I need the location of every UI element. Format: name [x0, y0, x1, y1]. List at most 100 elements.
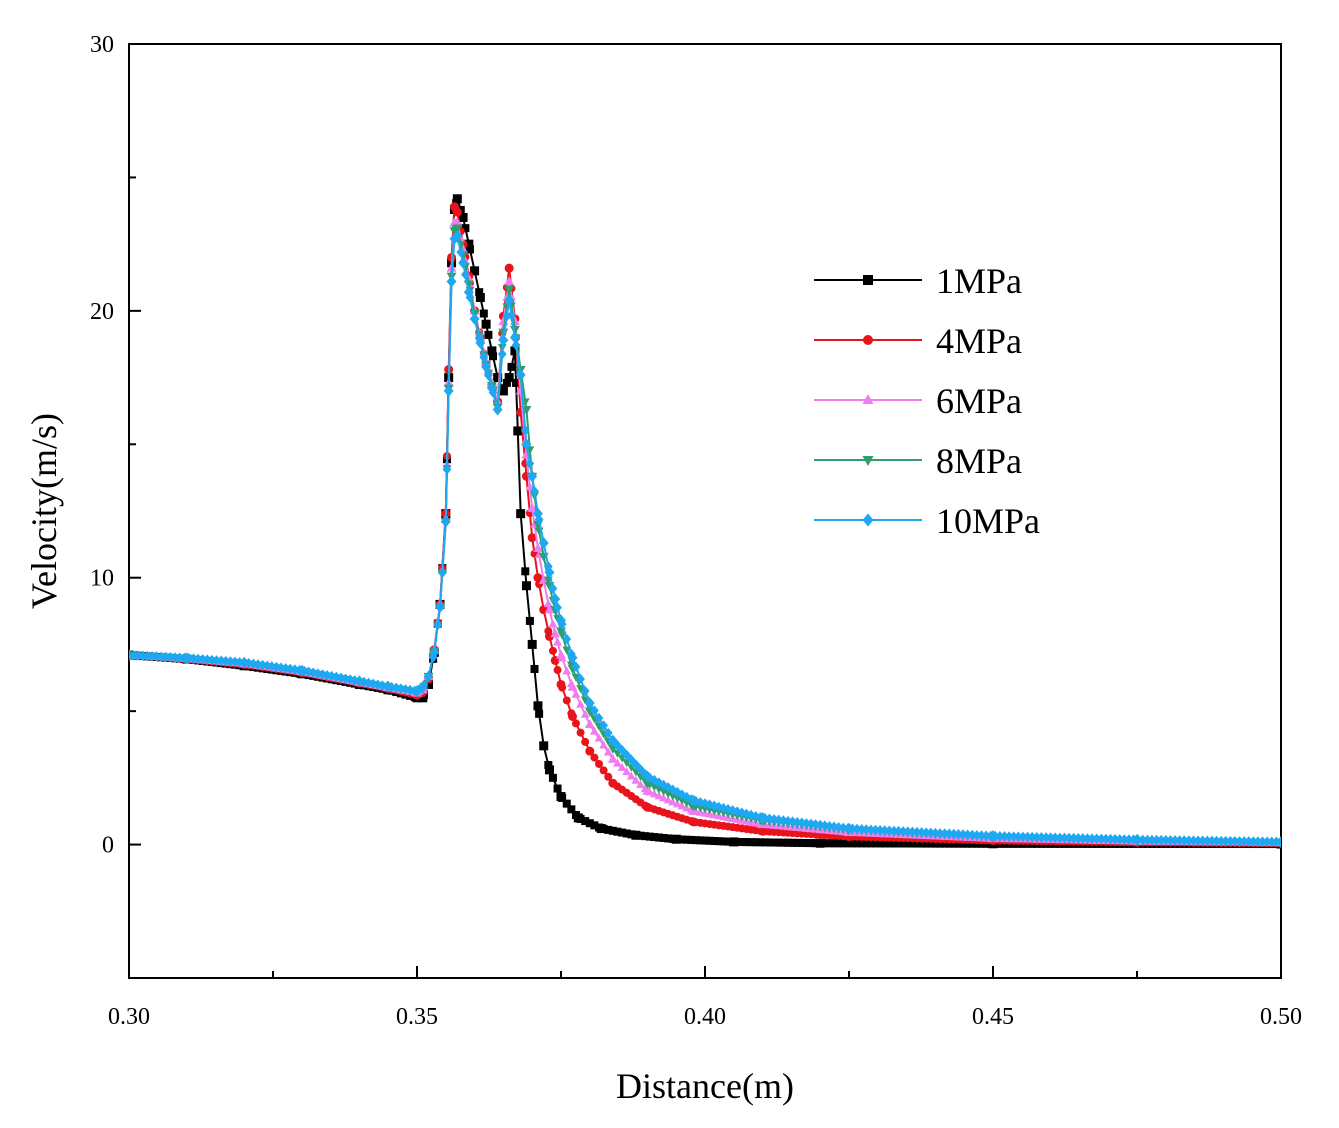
curve-marker-4MPa: [558, 683, 567, 692]
curve-marker-8MPa: [649, 783, 659, 792]
curve-marker-10MPa: [534, 514, 544, 525]
curve-marker-10MPa: [1073, 833, 1083, 844]
curve-marker-8MPa: [566, 661, 576, 670]
curve-marker-1MPa: [581, 817, 590, 826]
curve-marker-10MPa: [580, 685, 590, 697]
curve-marker-10MPa: [539, 537, 549, 549]
curve-marker-10MPa: [1239, 836, 1249, 847]
x-tick-label: 0.35: [396, 1004, 438, 1030]
curve-marker-1MPa: [806, 839, 815, 848]
curve-marker-1MPa: [664, 834, 673, 843]
curve-marker-10MPa: [944, 828, 954, 839]
curve-marker-10MPa: [479, 352, 489, 363]
curve-marker-10MPa: [516, 369, 526, 381]
curve-marker-1MPa: [922, 839, 931, 848]
curve-marker-10MPa: [912, 826, 922, 838]
curve-marker-1MPa: [816, 839, 825, 848]
curve-marker-1MPa: [862, 839, 871, 848]
curve-marker-10MPa: [391, 682, 401, 694]
series-line-8MPa: [129, 226, 1281, 844]
curve-marker-6MPa: [636, 779, 645, 788]
curve-marker-1MPa: [613, 827, 622, 836]
curve-marker-1MPa: [650, 833, 659, 842]
curve-marker-1MPa: [917, 839, 926, 848]
curve-marker-1MPa: [604, 825, 613, 834]
curve-marker-10MPa: [175, 652, 185, 663]
curve-marker-1MPa: [714, 837, 723, 846]
curve-marker-1MPa: [498, 384, 507, 393]
y-tick-label: 20: [90, 299, 114, 325]
curve-marker-10MPa: [1078, 833, 1088, 844]
curve-marker-10MPa: [714, 801, 724, 813]
curve-marker-10MPa: [1013, 831, 1023, 842]
curve-marker-10MPa: [935, 828, 945, 839]
curve-marker-8MPa: [663, 790, 673, 799]
curve-marker-1MPa: [756, 838, 765, 847]
curve-marker-1MPa: [512, 378, 521, 387]
curve-marker-1MPa: [793, 838, 802, 847]
curve-marker-10MPa: [871, 824, 880, 836]
curve-marker-10MPa: [507, 309, 516, 321]
curve-marker-4MPa: [599, 766, 608, 775]
curve-marker-1MPa: [825, 839, 834, 848]
curve-marker-10MPa: [262, 660, 272, 671]
curve-marker-1MPa: [516, 509, 525, 518]
curve-marker-1MPa: [931, 839, 940, 848]
curve-marker-10MPa: [1147, 834, 1157, 846]
curve-marker-6MPa: [668, 797, 678, 806]
curve-marker-1MPa: [848, 839, 857, 848]
curve-marker-10MPa: [147, 651, 157, 662]
curve-marker-6MPa: [631, 775, 641, 784]
curve-marker-10MPa: [1166, 835, 1175, 846]
curve-marker-1MPa: [502, 378, 511, 387]
legend-label-4MPa: 4MPa: [936, 321, 1022, 361]
legend-marker-6MPa: [862, 394, 874, 404]
curve-marker-10MPa: [907, 826, 917, 838]
curve-marker-1MPa: [926, 839, 935, 848]
curve-marker-10MPa: [566, 648, 576, 660]
curve-marker-10MPa: [258, 659, 268, 671]
curve-marker-6MPa: [603, 747, 613, 756]
curve-marker-1MPa: [853, 839, 862, 848]
curve-marker-10MPa: [189, 653, 198, 664]
curve-marker-10MPa: [198, 654, 208, 665]
curve-marker-1MPa: [479, 309, 488, 318]
curve-marker-6MPa: [571, 689, 581, 698]
curve-marker-4MPa: [571, 719, 580, 728]
curve-marker-10MPa: [368, 678, 378, 690]
curve-marker-10MPa: [276, 662, 286, 673]
curve-marker-10MPa: [1161, 834, 1171, 846]
curve-marker-1MPa: [949, 839, 958, 848]
curve-marker-6MPa: [682, 803, 691, 812]
curve-marker-6MPa: [640, 784, 650, 793]
curve-marker-10MPa: [967, 829, 977, 841]
curve-marker-10MPa: [465, 292, 475, 303]
data-point-1MPa: [504, 373, 514, 383]
curve-marker-1MPa: [553, 784, 562, 793]
curve-marker-10MPa: [921, 827, 931, 838]
curve-marker-10MPa: [396, 683, 406, 694]
curve-marker-10MPa: [474, 332, 484, 344]
curve-marker-10MPa: [470, 313, 479, 325]
x-axis-title: Distance(m): [616, 1066, 794, 1106]
legend: 1MPa 4MPa 6MPa 8MPa 10MPa: [814, 261, 1040, 541]
curve-marker-10MPa: [488, 387, 498, 398]
curve-marker-10MPa: [926, 827, 936, 839]
curve-marker-10MPa: [1198, 835, 1208, 846]
curve-marker-1MPa: [590, 821, 599, 830]
series-line-4MPa: [129, 203, 1281, 845]
curve-marker-10MPa: [433, 620, 443, 631]
curve-marker-4MPa: [544, 627, 553, 636]
curve-marker-10MPa: [1179, 835, 1189, 846]
curve-marker-10MPa: [359, 676, 369, 688]
curve-marker-6MPa: [525, 482, 535, 491]
curve-marker-1MPa: [710, 836, 719, 845]
data-point-1MPa: [481, 319, 491, 329]
curve-marker-10MPa: [672, 786, 682, 798]
curve-marker-1MPa: [760, 838, 769, 847]
legend-marker-1MPa: [863, 275, 873, 285]
curve-marker-1MPa: [530, 664, 539, 673]
curve-marker-1MPa: [908, 839, 917, 848]
curve-marker-10MPa: [1262, 836, 1272, 847]
curve-marker-10MPa: [202, 654, 212, 665]
